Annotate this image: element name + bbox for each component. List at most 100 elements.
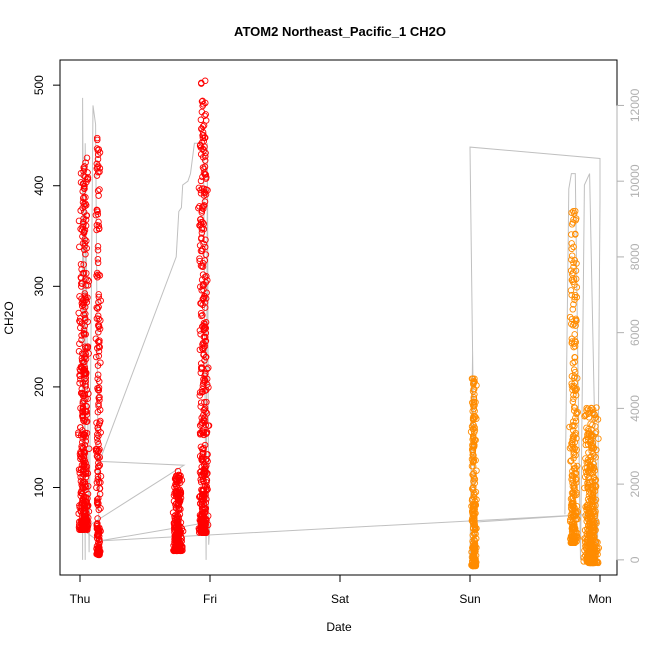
series-0-point bbox=[94, 155, 102, 163]
series-1-point bbox=[470, 536, 478, 543]
series-0-point bbox=[200, 294, 207, 302]
series-0-point bbox=[92, 353, 100, 361]
series-0-point bbox=[96, 485, 104, 492]
series-0-point bbox=[95, 218, 102, 226]
series-1-point bbox=[471, 375, 478, 382]
y-tick-label: 200 bbox=[32, 377, 46, 397]
series-1-point bbox=[582, 436, 589, 444]
series-1-point bbox=[569, 306, 577, 313]
series-0-point bbox=[197, 403, 204, 410]
series-0-point bbox=[79, 204, 86, 212]
series-1-point bbox=[571, 505, 578, 513]
series-0-point bbox=[83, 154, 91, 162]
series-0-point bbox=[92, 211, 100, 219]
series-1-point bbox=[591, 519, 598, 527]
series-1-point bbox=[468, 455, 476, 463]
series-0-point bbox=[199, 295, 207, 303]
series-0-point bbox=[201, 143, 208, 150]
y2-tick-label: 12000 bbox=[628, 88, 642, 122]
series-1-point bbox=[589, 406, 597, 413]
series-1-point bbox=[570, 539, 577, 547]
series-1-point bbox=[585, 468, 593, 476]
series-0-point bbox=[81, 432, 88, 439]
y-tick-label: 300 bbox=[32, 276, 46, 296]
series-1-point bbox=[573, 293, 581, 301]
series-1-point bbox=[567, 287, 575, 294]
series-1-point bbox=[584, 554, 592, 562]
series-1-point bbox=[470, 386, 477, 393]
series-1-point bbox=[588, 432, 596, 439]
series-0-point bbox=[79, 379, 87, 387]
series-1-point bbox=[572, 529, 580, 536]
series-0-point bbox=[199, 522, 206, 530]
series-0-point bbox=[201, 398, 208, 406]
series-1-point bbox=[573, 538, 580, 545]
series-0-point bbox=[95, 328, 102, 336]
series-1-point bbox=[470, 413, 477, 420]
series-0-point bbox=[83, 212, 91, 219]
series-1-point bbox=[567, 457, 575, 464]
series-0-point bbox=[76, 340, 83, 347]
series-0-point bbox=[197, 310, 205, 317]
series-1-point bbox=[591, 415, 598, 422]
plot-area bbox=[59, 59, 618, 576]
series-1-point bbox=[572, 215, 580, 222]
series-0-point bbox=[95, 459, 102, 467]
series-0-point bbox=[94, 476, 102, 483]
series-0-point bbox=[202, 171, 209, 178]
series-1-point bbox=[568, 209, 575, 216]
series-0-point bbox=[94, 136, 101, 144]
series-0-point bbox=[96, 528, 103, 536]
x-tick-label: Sun bbox=[459, 592, 480, 606]
series-1-point bbox=[469, 421, 477, 428]
series-0-point bbox=[202, 236, 209, 244]
series-0-point bbox=[202, 529, 210, 536]
series-0-point bbox=[96, 393, 103, 401]
series-0-point bbox=[82, 520, 90, 527]
series-1-point bbox=[589, 528, 596, 536]
series-0-point bbox=[198, 364, 205, 371]
series-1-point bbox=[470, 435, 477, 442]
series-1-point bbox=[570, 243, 577, 251]
gray-series bbox=[81, 97, 601, 560]
series-0-point bbox=[82, 296, 89, 304]
series-1-point bbox=[471, 424, 478, 431]
series-1-point bbox=[586, 519, 594, 527]
series-1-point bbox=[471, 428, 478, 436]
series-0-point bbox=[201, 157, 209, 164]
series-1-point bbox=[568, 525, 576, 532]
series-0-point bbox=[198, 79, 205, 87]
x-tick-label: Sat bbox=[331, 592, 350, 606]
series-1-point bbox=[584, 558, 592, 565]
series-1-point bbox=[471, 516, 478, 524]
series-0-point bbox=[197, 492, 204, 500]
series-0-point bbox=[201, 202, 208, 209]
series-1-point bbox=[586, 548, 594, 556]
series-0-point bbox=[197, 476, 204, 483]
series-1-point bbox=[571, 368, 579, 376]
series-0-point bbox=[79, 390, 87, 397]
series-1-point bbox=[592, 423, 599, 430]
y2-tick-label: 0 bbox=[628, 556, 642, 563]
series-0-point bbox=[195, 204, 202, 212]
series-0-point bbox=[94, 408, 102, 416]
series-1-point bbox=[471, 520, 478, 528]
series-1-point bbox=[471, 561, 479, 568]
series-1-point bbox=[593, 519, 600, 527]
series-0-point bbox=[80, 351, 87, 358]
series-1-point bbox=[590, 508, 597, 516]
series-0-point bbox=[176, 472, 184, 479]
series-0-point bbox=[80, 201, 88, 208]
y2-tick-label: 6000 bbox=[628, 319, 642, 346]
series-0-point bbox=[197, 471, 205, 479]
series-0-point bbox=[83, 418, 91, 425]
series-0-point bbox=[81, 239, 89, 247]
series-0-point bbox=[200, 326, 208, 334]
series-0-point bbox=[95, 549, 102, 556]
series-0-point bbox=[199, 311, 206, 319]
y-tick-label: 500 bbox=[32, 75, 46, 95]
series-0-point bbox=[200, 379, 207, 387]
series-0-point bbox=[77, 424, 84, 431]
series-0-point bbox=[201, 342, 209, 350]
series-0-point bbox=[95, 303, 102, 311]
